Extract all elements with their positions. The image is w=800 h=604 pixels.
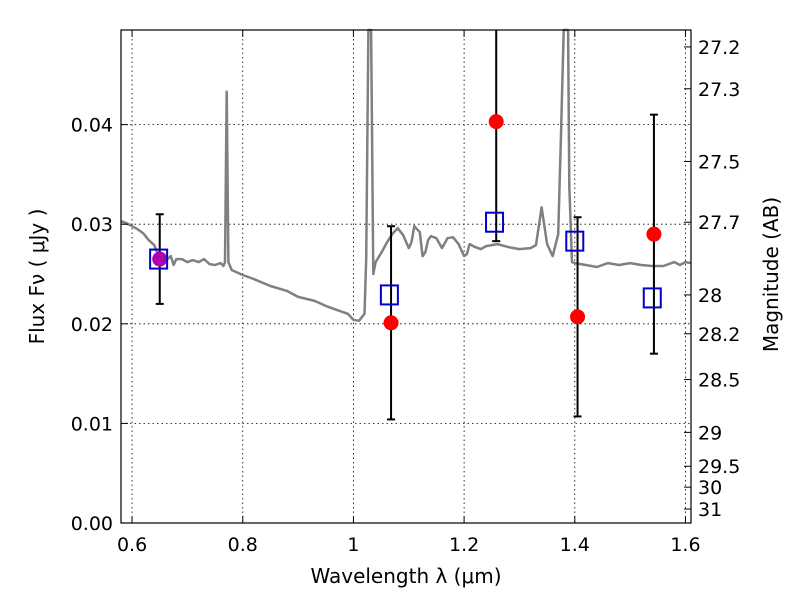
x-tick-label: 0.8: [228, 534, 258, 556]
x-tick-label: 1.2: [449, 534, 479, 556]
grid-layer: [121, 30, 691, 524]
observed-point: [570, 309, 586, 325]
model-squares-layer: [149, 211, 662, 309]
y-tick-label: 0.02: [71, 314, 113, 336]
model-square: [565, 230, 585, 252]
model-square: [149, 248, 169, 270]
right-tick-label: 27.5: [698, 151, 740, 173]
right-tick-label: 28: [698, 285, 722, 307]
right-tick-label: 28.5: [698, 370, 740, 392]
tick-layer: 0.6 0.8 1 1.2 1.4 1.6 0.00 0.01 0.02 0.03 0.04 27.2…: [71, 30, 740, 556]
y-tick-label: 0.03: [71, 214, 113, 236]
x-tick-label: 1: [347, 534, 359, 556]
y-axis-label-left: Flux Fν ( μJy ): [25, 209, 49, 345]
right-tick-label: 28.2: [698, 324, 740, 346]
observed-points-layer: [152, 114, 662, 331]
errorbar-layer: [155, 30, 658, 421]
right-tick-label: 29: [698, 422, 722, 444]
x-tick-label: 1.6: [670, 534, 700, 556]
right-tick-label: 27.2: [698, 37, 740, 59]
right-tick-label: 30: [698, 477, 722, 499]
right-tick-label: 27.7: [698, 212, 740, 234]
x-tick-label: 1.4: [560, 534, 590, 556]
observed-point: [488, 114, 504, 130]
observed-point: [152, 251, 168, 267]
y-axis-label-right: Magnitude (AB): [759, 197, 783, 352]
right-tick-label: 27.3: [698, 79, 740, 101]
model-square: [485, 211, 505, 233]
x-tick-label: 0.6: [117, 534, 147, 556]
right-tick-label: 31: [698, 499, 722, 521]
x-axis-label: Wavelength λ (μm): [310, 564, 501, 588]
y-tick-label: 0.01: [71, 413, 113, 435]
sed-layer: [120, 28, 692, 323]
observed-point: [646, 226, 662, 242]
y-tick-label: 0.00: [71, 513, 113, 535]
right-tick-label: 29.5: [698, 456, 740, 478]
model-square: [379, 284, 399, 306]
plot-frame: [120, 29, 692, 524]
sed-curve: [120, 28, 692, 323]
observed-point: [383, 315, 399, 331]
y-tick-label: 0.04: [71, 115, 113, 137]
model-square: [642, 287, 662, 309]
